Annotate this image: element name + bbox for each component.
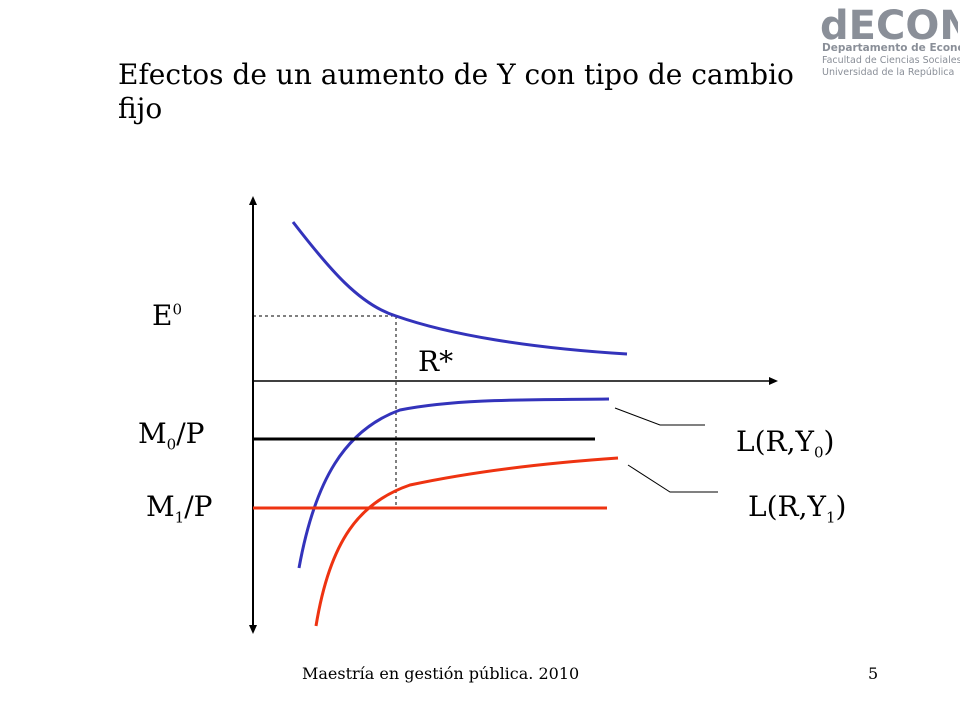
money-demand-curve-y0 (297, 397, 610, 569)
page-number: 5 (868, 664, 879, 683)
label-l-r-y1: L(R,Y1) (748, 490, 847, 527)
label-m1-over-p: M1/P (146, 490, 213, 527)
logo-faculty: Facultad de Ciencias Sociales (822, 55, 960, 66)
footer-text: Maestría en gestión pública. 2010 (302, 664, 580, 683)
pointer-line-ly0 (614, 407, 705, 426)
money-demand-curve-y1 (314, 456, 619, 627)
label-m0-over-p: M0/P (138, 417, 205, 454)
label-r-star: R* (418, 345, 454, 378)
interest-parity-curve (291, 221, 628, 356)
logo-university: Universidad de la República (822, 67, 955, 78)
decon-logo-mark: dECON (820, 4, 958, 42)
decon-logo: dECON Departamento de Economía Facultad … (818, 4, 960, 78)
logo-department: Departamento de Economía (822, 42, 960, 54)
pointer-line-ly1 (627, 464, 718, 493)
logo-brand-text: dECON (820, 4, 958, 42)
label-l-r-y0: L(R,Y0) (736, 425, 835, 462)
label-e0: E0 (152, 299, 182, 332)
slide-title: Efectos de un aumento de Y con tipo de c… (118, 58, 794, 125)
